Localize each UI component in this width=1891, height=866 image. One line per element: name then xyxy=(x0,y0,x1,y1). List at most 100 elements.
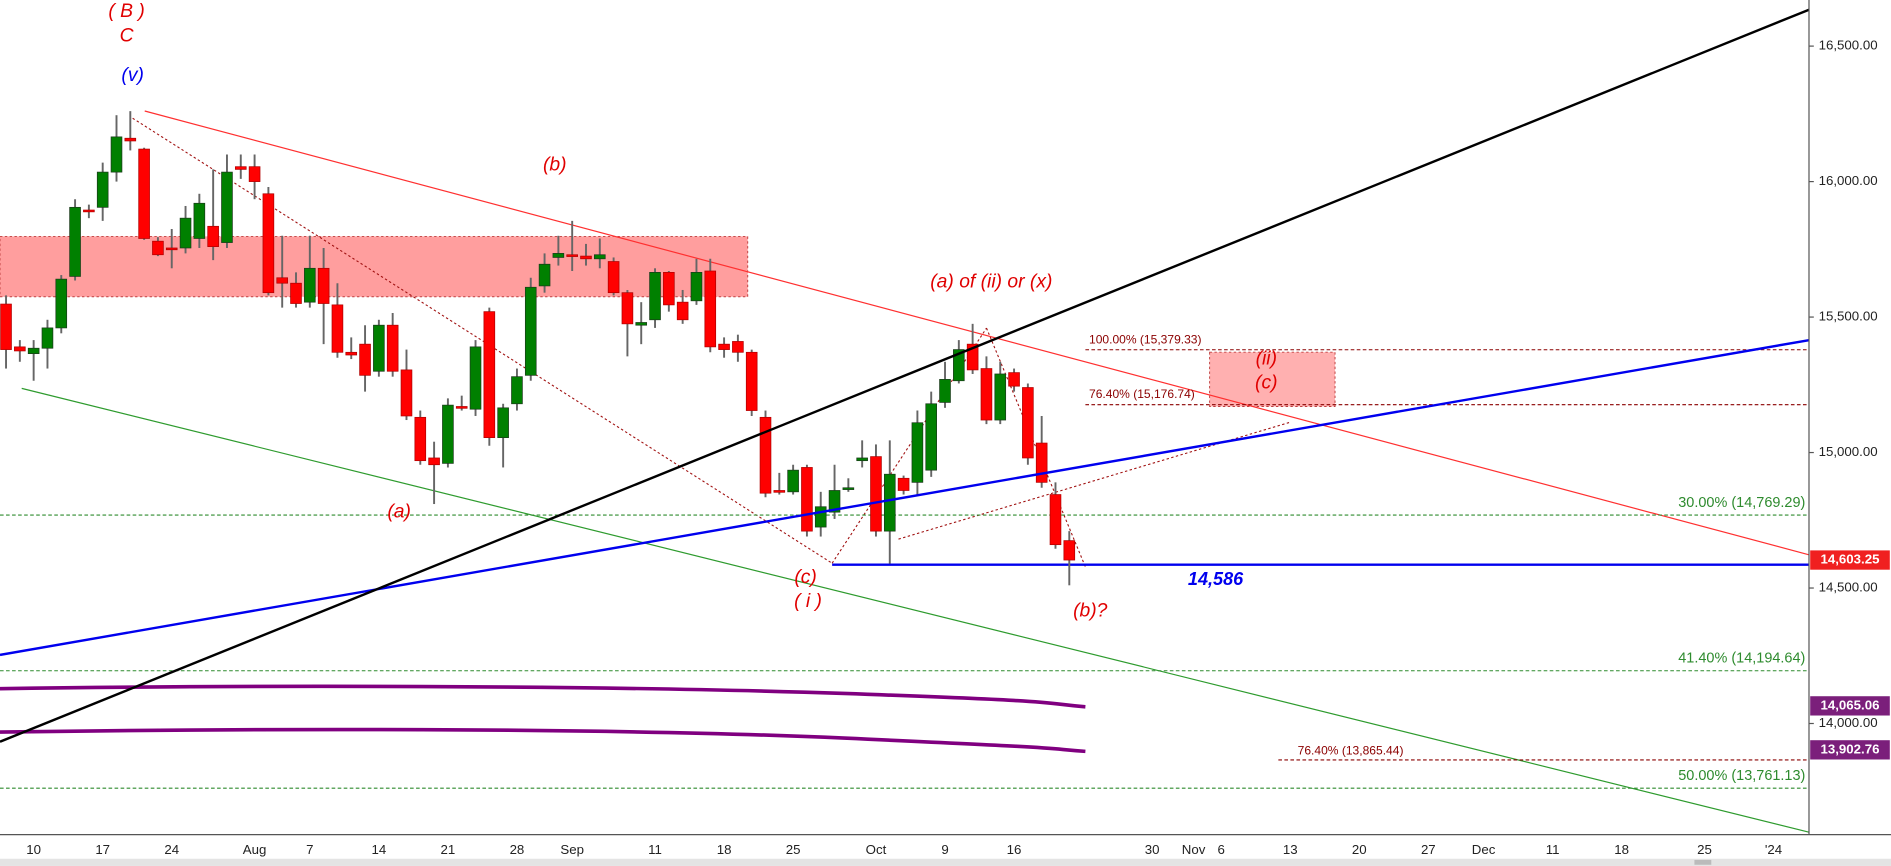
trend-line xyxy=(21,387,1810,833)
y-tick-label: 14,000.00 xyxy=(1819,715,1878,730)
level-label: 100.00% (15,379.33) xyxy=(1089,332,1202,346)
candle-body xyxy=(883,473,896,532)
candle-body xyxy=(276,277,288,284)
candle-body xyxy=(897,477,910,491)
candle-body xyxy=(1022,387,1034,459)
moving-average xyxy=(0,684,1086,709)
candle-body xyxy=(925,403,937,471)
candle-body xyxy=(607,261,620,294)
x-tick-label: 25 xyxy=(786,842,801,857)
candle-body xyxy=(428,457,440,466)
x-tick-label: Nov xyxy=(1182,842,1206,857)
x-tick-label: 25 xyxy=(1697,842,1712,857)
price-tag xyxy=(1810,740,1890,760)
candle-body xyxy=(524,286,537,376)
x-tick-label: 6 xyxy=(1218,842,1225,857)
x-tick-label: 14 xyxy=(371,842,386,857)
candle-body xyxy=(373,324,385,372)
candle-body xyxy=(718,343,730,350)
x-tick-label: 10 xyxy=(26,842,41,857)
trend-line xyxy=(0,338,1810,657)
candle-body xyxy=(193,202,206,239)
trend-line xyxy=(0,8,1810,743)
candle-body xyxy=(0,303,12,350)
y-tick-label: 14,500.00 xyxy=(1819,580,1878,595)
price-tag-label: 14,065.06 xyxy=(1821,697,1880,712)
level-label: 41.40% (14,194.64) xyxy=(1678,651,1805,667)
wave-label: (b)? xyxy=(1073,601,1108,622)
level-label: 50.00% (13,761.13) xyxy=(1678,768,1805,784)
candle-body xyxy=(773,490,786,493)
candle-body xyxy=(594,254,606,260)
wave-label: (v) xyxy=(121,65,143,86)
x-tick-label: 27 xyxy=(1421,842,1436,857)
x-tick-label: 13 xyxy=(1283,842,1298,857)
candle-body xyxy=(1008,372,1020,387)
x-tick-label: 24 xyxy=(164,842,179,857)
candle-body xyxy=(27,347,40,355)
target-zone xyxy=(1209,351,1336,407)
x-tick-label: 7 xyxy=(306,842,313,857)
price-tag xyxy=(1810,696,1890,716)
candle-body xyxy=(179,217,192,249)
levels: 100.00% (15,379.33) 76.40% (15,176.74) 30.… xyxy=(0,332,1809,789)
x-tick-label: Sep xyxy=(560,842,584,857)
candle-body xyxy=(552,253,565,258)
candle-body xyxy=(400,369,413,417)
candle-body xyxy=(455,406,468,409)
candle-body xyxy=(221,171,233,243)
candle-body xyxy=(953,349,965,382)
candle-body xyxy=(994,373,1007,421)
candle-body xyxy=(635,322,648,326)
x-tick-label: 9 xyxy=(941,842,948,857)
level-label: 76.40% (13,865.44) xyxy=(1298,744,1404,758)
candle-body xyxy=(207,225,219,247)
candle-body xyxy=(386,324,399,372)
candle-body xyxy=(1035,442,1048,483)
candle-body xyxy=(759,416,772,494)
level-label: 30.00% (14,769.29) xyxy=(1678,495,1805,511)
x-tick-label: 18 xyxy=(717,842,732,857)
candle-body xyxy=(621,292,634,325)
candle-body xyxy=(110,136,123,173)
candle-body xyxy=(262,193,275,294)
trend-line xyxy=(898,421,1291,540)
wave-label: (a) of (ii) or (x) xyxy=(930,271,1052,292)
candle-body xyxy=(96,171,109,208)
candle-body xyxy=(138,148,150,239)
level-label: 14,586 xyxy=(1188,569,1244,589)
candle-body xyxy=(414,416,427,462)
candle-body xyxy=(787,469,799,493)
wave-label: (c) xyxy=(794,567,816,588)
candle-body xyxy=(69,206,81,277)
scroll-thumb[interactable] xyxy=(1694,859,1712,865)
candle-body xyxy=(939,379,951,403)
candle-body xyxy=(55,278,68,329)
x-tick-label: 11 xyxy=(648,842,662,857)
wave-label: (b) xyxy=(543,154,567,175)
candle-body xyxy=(732,341,744,353)
trend-line xyxy=(144,110,1810,556)
x-tick-label: 21 xyxy=(441,842,456,857)
wave-label: (ii) xyxy=(1256,349,1277,370)
price-tag-label: 13,902.76 xyxy=(1821,741,1880,756)
annotations: ( B ) C (v) (b) (a) (c) ( i ) (a) of (ii) or (x… xyxy=(108,1,1277,621)
candle-body xyxy=(966,343,979,371)
x-tick-label: 11 xyxy=(1546,842,1560,857)
scrollbar[interactable] xyxy=(0,858,1891,866)
candle-body xyxy=(663,271,675,306)
candle-body xyxy=(165,247,178,251)
x-tick-label: Oct xyxy=(866,842,887,857)
candle-body xyxy=(580,255,592,260)
candle-body xyxy=(345,351,358,356)
y-tick-label: 16,500.00 xyxy=(1819,38,1878,53)
x-tick-label: 18 xyxy=(1614,842,1629,857)
candle-body xyxy=(980,368,993,421)
x-tick-label: Aug xyxy=(243,842,267,857)
level-label: 76.40% (15,176.74) xyxy=(1089,387,1195,401)
y-tick-label: 16,000.00 xyxy=(1819,173,1878,188)
candle-body xyxy=(234,166,247,170)
candles xyxy=(0,111,1076,586)
x-tick-label: Dec xyxy=(1472,842,1496,857)
